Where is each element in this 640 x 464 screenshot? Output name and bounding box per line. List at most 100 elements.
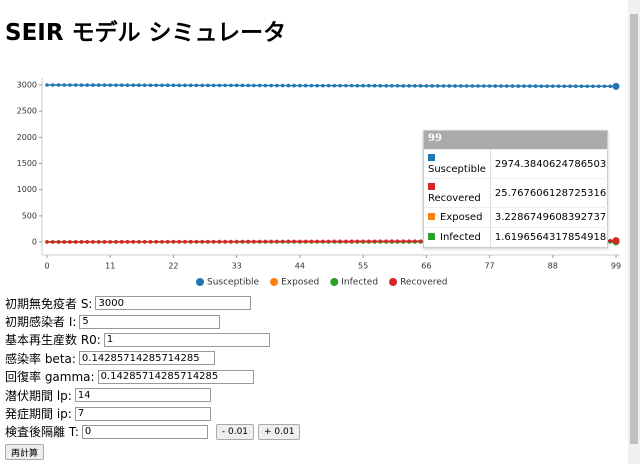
field-label: 基本再生産数 R0: (5, 333, 101, 348)
data-point (275, 83, 279, 88)
data-point (102, 240, 107, 244)
data-point (211, 83, 216, 88)
data-point (246, 83, 250, 88)
data-point (430, 84, 434, 88)
data-point (229, 83, 233, 88)
data-point (395, 239, 400, 244)
data-point (344, 83, 348, 88)
data-point (188, 83, 193, 88)
data-point (246, 239, 250, 244)
data-point (401, 239, 406, 243)
data-point (62, 83, 67, 87)
legend-item[interactable]: Susceptible (196, 278, 260, 288)
data-point (171, 239, 176, 244)
data-point (183, 83, 187, 88)
tooltip-row: Exposed 3.2286749608392737 (424, 207, 611, 228)
data-point (280, 83, 285, 88)
legend-item[interactable]: Infected (330, 278, 378, 288)
data-point (269, 83, 273, 88)
tooltip-swatch (428, 183, 435, 190)
data-point (154, 83, 159, 88)
data-point (378, 239, 383, 244)
data-point (321, 83, 325, 88)
field-label: 感染率 beta: (5, 351, 76, 366)
data-point (407, 239, 411, 243)
data-point (79, 240, 84, 244)
field-input[interactable] (95, 296, 252, 311)
step-button[interactable]: + 0.01 (258, 423, 301, 440)
page-title: SEIR モデル シミュレータ (5, 19, 286, 46)
data-point (361, 239, 365, 244)
form-row: 基本再生産数 R0: (5, 331, 300, 349)
legend-label: Exposed (281, 278, 319, 288)
data-point (315, 83, 319, 88)
data-point (252, 239, 256, 244)
data-point (326, 239, 331, 244)
tooltip-key: Exposed (424, 207, 491, 228)
field-input[interactable] (97, 369, 254, 384)
data-point (384, 83, 388, 88)
data-point (160, 239, 164, 244)
data-point (470, 84, 475, 88)
field-input[interactable] (74, 388, 211, 403)
y-tick-label: 2000 (17, 133, 37, 142)
data-point (349, 83, 354, 88)
field-input[interactable] (74, 406, 211, 421)
data-point (45, 240, 49, 244)
data-point (487, 84, 492, 88)
field-input[interactable] (78, 351, 215, 366)
data-point (579, 84, 584, 89)
form-row: 再計算 (5, 443, 300, 461)
data-point (602, 84, 607, 89)
data-point (206, 83, 210, 88)
data-point (413, 239, 417, 243)
legend-swatch (330, 278, 339, 286)
data-point (56, 240, 61, 244)
data-point (510, 84, 515, 88)
data-point (516, 84, 521, 88)
data-point (125, 83, 130, 88)
legend-item[interactable]: Recovered (389, 278, 448, 288)
data-point (344, 239, 348, 244)
data-point (372, 239, 377, 244)
data-point (280, 239, 285, 244)
tooltip-row: Recovered 25.767606128725316 (424, 178, 611, 208)
data-point (533, 84, 538, 88)
recalculate-button[interactable]: 再計算 (5, 444, 45, 461)
data-point (464, 84, 469, 88)
data-point (119, 240, 124, 244)
tooltip-value: 2974.3840624786503 (489, 149, 611, 179)
data-point (384, 239, 388, 244)
scrollbar[interactable] (628, 0, 640, 464)
step-button[interactable]: - 0.01 (215, 423, 255, 440)
legend-item[interactable]: Exposed (270, 278, 319, 288)
x-tick-label: 77 (484, 262, 494, 271)
data-point (252, 83, 256, 88)
data-point (177, 83, 181, 88)
scrollbar-thumb[interactable] (630, 14, 638, 444)
data-point (390, 83, 394, 88)
data-point (539, 84, 544, 88)
data-point (234, 83, 239, 88)
tooltip-series-name: Susceptible (428, 164, 486, 175)
x-tick-label: 88 (548, 262, 558, 271)
tooltip-key: Infected (424, 227, 491, 247)
data-point (73, 240, 78, 244)
data-point (390, 239, 394, 244)
field-input[interactable] (81, 424, 208, 439)
tooltip-series-name: Exposed (440, 212, 483, 223)
legend-label: Susceptible (207, 278, 260, 288)
data-point (315, 239, 319, 244)
data-point (326, 83, 331, 88)
field-input[interactable] (103, 332, 270, 347)
field-input[interactable] (79, 314, 221, 329)
tooltip-key: Recovered (424, 178, 491, 208)
legend-label: Recovered (400, 278, 447, 288)
data-point (612, 82, 620, 90)
data-point (257, 239, 262, 244)
data-point (424, 84, 429, 88)
field-label: 初期感染者 I: (5, 315, 77, 330)
data-point (131, 239, 136, 244)
x-tick-label: 66 (421, 262, 431, 271)
